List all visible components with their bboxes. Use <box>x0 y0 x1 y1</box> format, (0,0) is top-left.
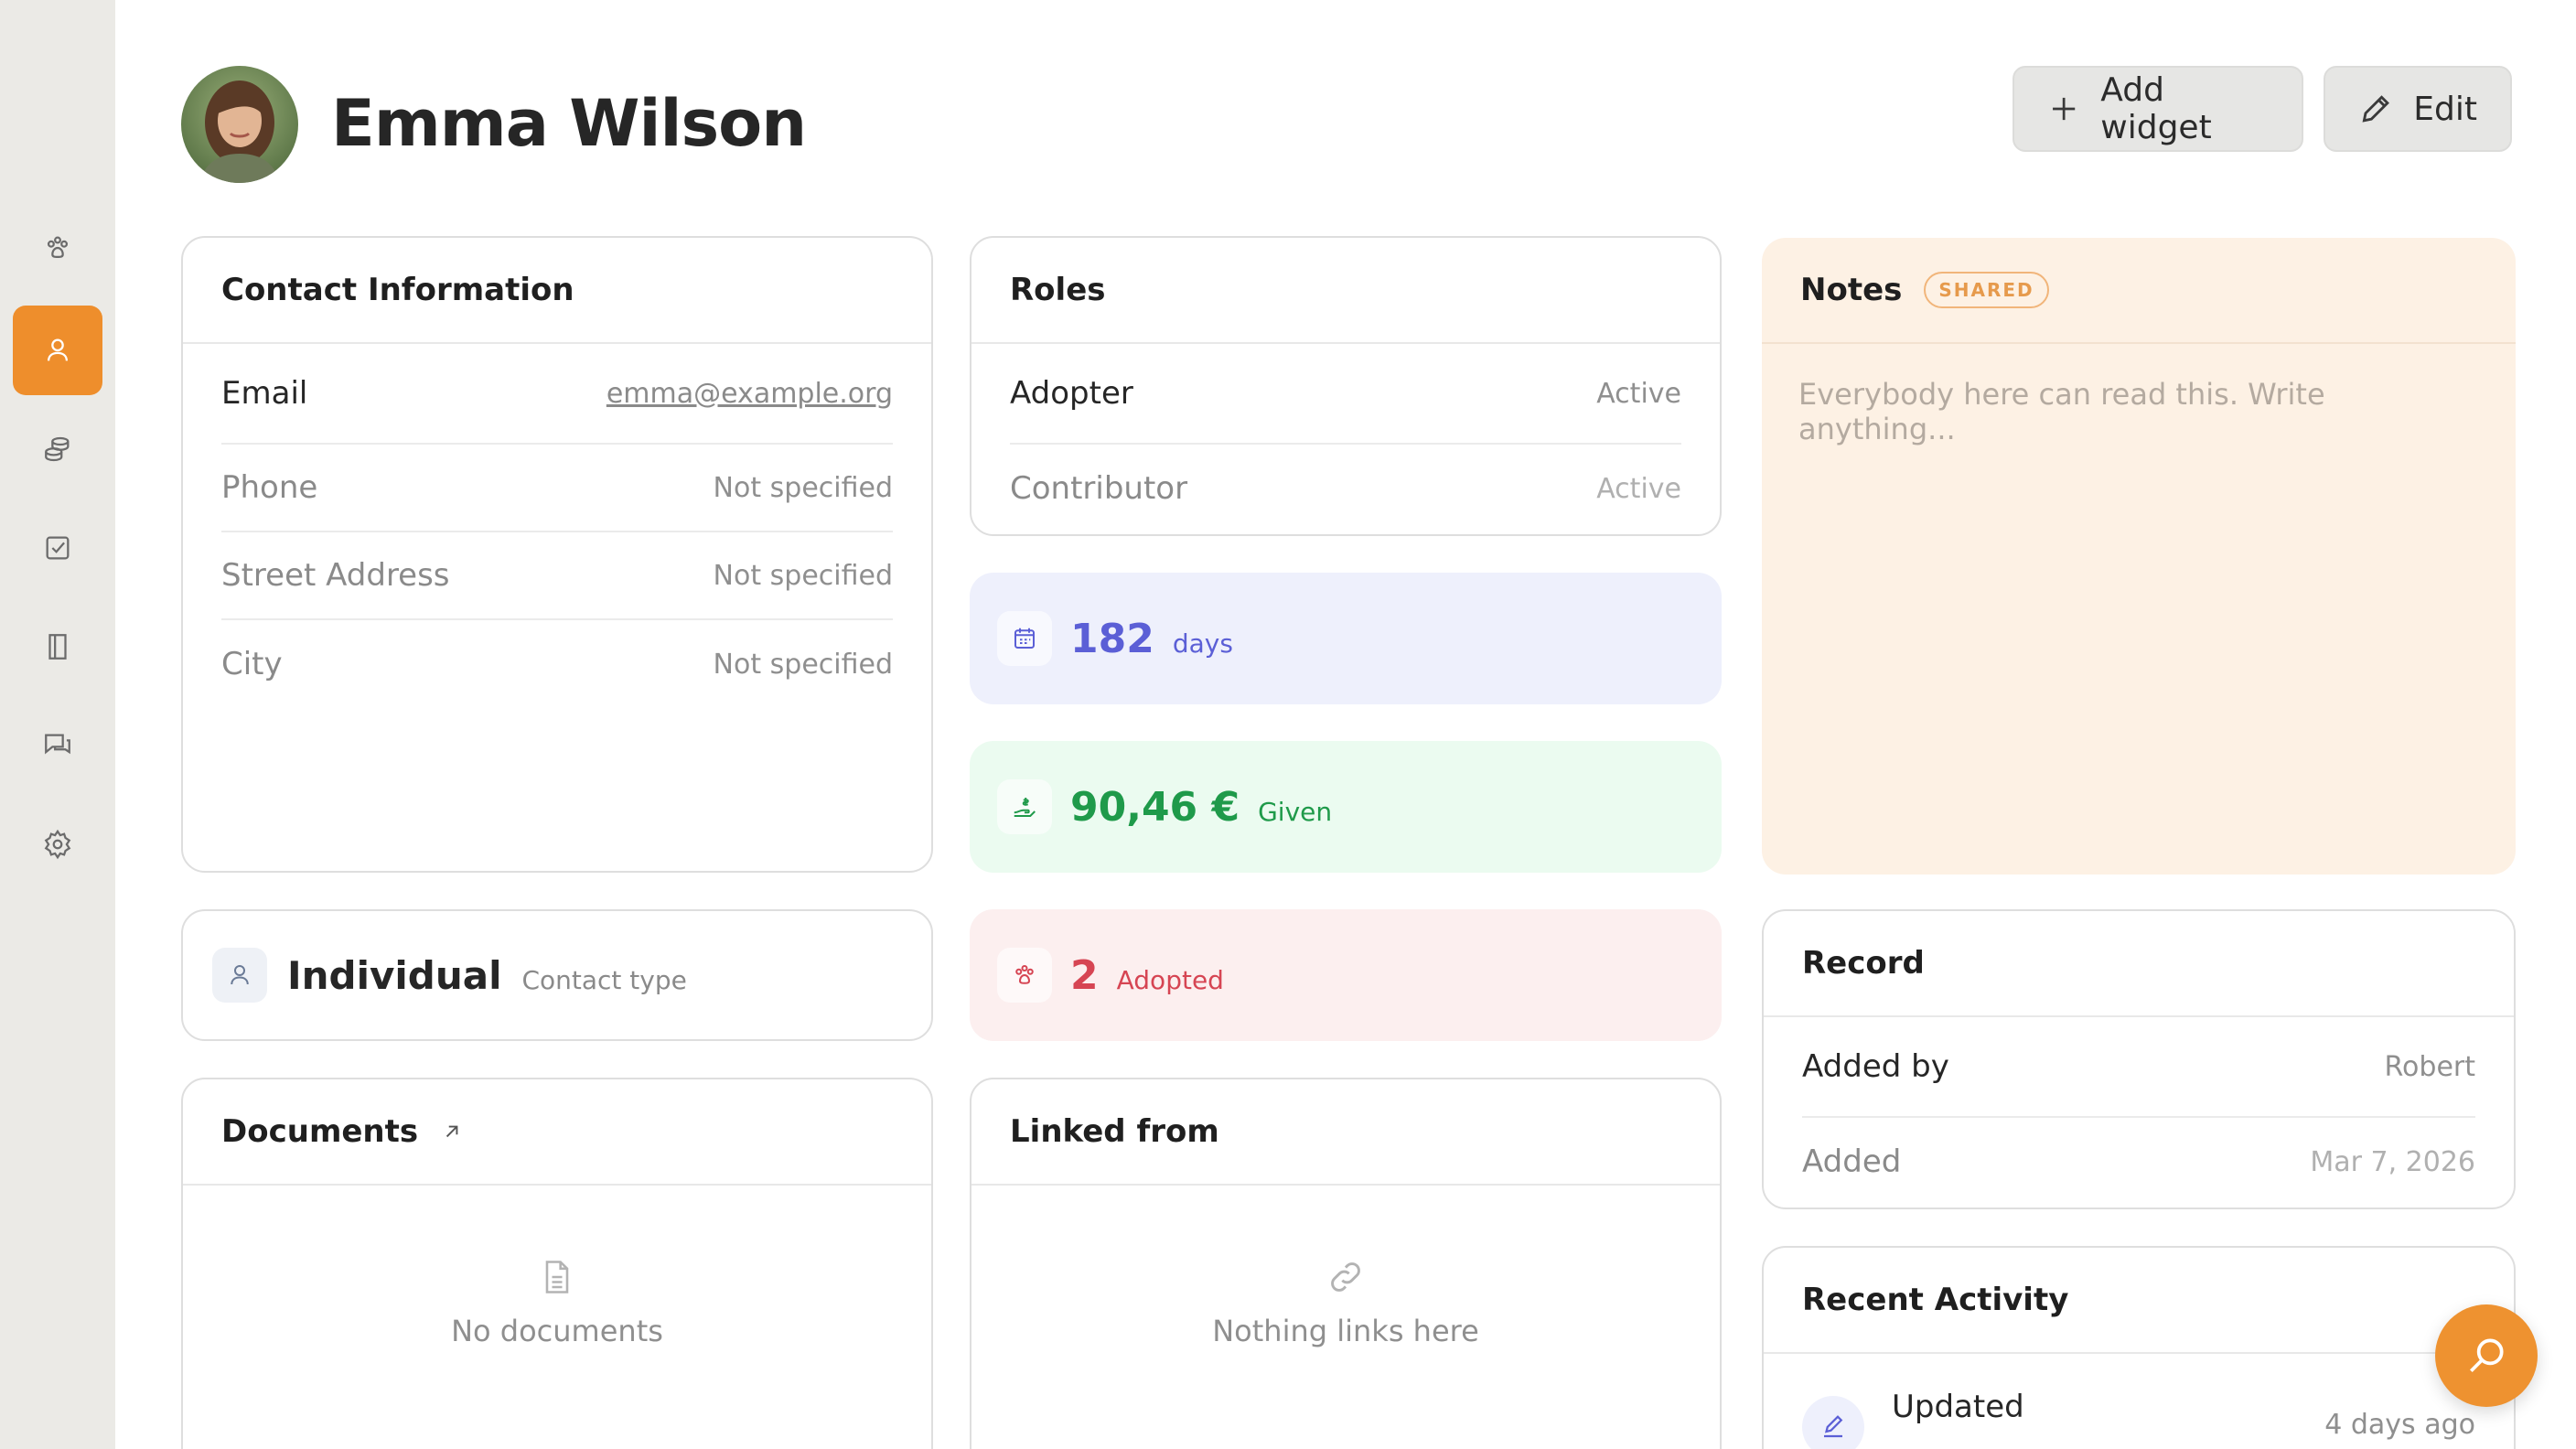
linked-empty-state: Nothing links here <box>971 1186 1720 1348</box>
pencil-icon <box>2362 95 2389 123</box>
sidebar-item-contacts[interactable] <box>13 306 102 395</box>
search-fab-button[interactable] <box>2435 1304 2538 1407</box>
row-value: Not specified <box>713 559 893 592</box>
days-unit: days <box>1172 628 1233 659</box>
notes-input[interactable]: Everybody here can read this. Write anyt… <box>1798 377 2325 446</box>
row-label: Street Address <box>221 557 450 594</box>
sidebar-item-docs[interactable] <box>13 602 102 692</box>
person-icon <box>231 965 249 985</box>
email-link[interactable]: emma@example.org <box>606 377 893 410</box>
contact-information-card: Contact Information Email emma@example.o… <box>181 236 933 873</box>
given-unit: Given <box>1258 796 1333 827</box>
row-value: Robert <box>2384 1050 2475 1083</box>
notes-header: Notes SHARED <box>1762 238 2516 344</box>
sidebar-item-finance[interactable] <box>13 404 102 494</box>
documents-card: Documents No documents <box>181 1078 933 1449</box>
row-label: City <box>221 646 283 682</box>
role-row: Adopter Active <box>1010 344 1681 445</box>
sidebar <box>0 0 115 1449</box>
linked-from-card: Linked from Nothing links here <box>970 1078 1722 1449</box>
contact-rows: Email emma@example.org Phone Not specifi… <box>183 344 931 708</box>
card-title: Record <box>1764 911 2514 1017</box>
row-value: Not specified <box>713 471 893 504</box>
gear-icon <box>44 829 71 860</box>
sidebar-item-settings[interactable] <box>13 800 102 889</box>
row-label: Added <box>1802 1143 1902 1180</box>
donation-icon <box>1014 798 1036 817</box>
person-icon <box>47 338 69 361</box>
document-icon <box>545 1261 569 1293</box>
arrow-up-right-icon[interactable] <box>440 1120 464 1143</box>
contact-row-email: Email emma@example.org <box>221 344 893 445</box>
paw-icon <box>1015 965 1034 984</box>
role-status: Active <box>1596 472 1681 505</box>
notes-card: Notes SHARED Everybody here can read thi… <box>1762 238 2516 875</box>
days-value: 182 <box>1070 615 1154 662</box>
role-label: Adopter <box>1010 375 1133 412</box>
shared-badge: SHARED <box>1924 272 2049 308</box>
activity-item: Updated 4 days ago <box>1764 1354 2514 1449</box>
row-label: Phone <box>221 469 318 506</box>
row-label: Email <box>221 375 308 412</box>
activity-time: 4 days ago <box>2324 1409 2475 1441</box>
contact-row-phone: Phone Not specified <box>221 445 893 532</box>
edit-button[interactable]: Edit <box>2324 66 2512 152</box>
recent-activity-card: Recent Activity Updated 4 days ago <box>1762 1246 2516 1449</box>
empty-text: Nothing links here <box>1212 1314 1479 1348</box>
record-row: Added by Robert <box>1802 1017 2475 1118</box>
contact-type-card: Individual Contact type <box>181 909 933 1041</box>
search-icon <box>2470 1338 2504 1372</box>
contact-row-city: City Not specified <box>221 620 893 708</box>
contact-type-value: Individual <box>287 952 502 998</box>
link-icon <box>1331 1262 1360 1292</box>
roles-card: Roles Adopter Active Contributor Active <box>970 236 1722 536</box>
chat-icon <box>45 734 70 755</box>
row-label: Added by <box>1802 1048 1949 1085</box>
plus-icon <box>2053 97 2076 121</box>
avatar <box>181 66 298 183</box>
page-title: Emma Wilson <box>331 86 807 161</box>
sidebar-item-tasks[interactable] <box>13 503 102 593</box>
book-icon <box>48 634 67 660</box>
edit-icon <box>1824 1415 1843 1438</box>
activity-action: Updated <box>1892 1389 2024 1425</box>
row-value: Not specified <box>713 648 893 681</box>
row-value: Mar 7, 2026 <box>2310 1145 2475 1178</box>
empty-text: No documents <box>451 1314 663 1348</box>
role-row: Contributor Active <box>1010 445 1681 532</box>
add-widget-label: Add widget <box>2100 71 2212 146</box>
role-status: Active <box>1596 377 1681 410</box>
days-stat: 182 days <box>970 573 1722 704</box>
contact-row-street: Street Address Not specified <box>221 532 893 620</box>
adopted-value: 2 <box>1070 951 1099 999</box>
calendar-icon <box>1014 628 1035 649</box>
given-value: 90,46 € <box>1070 783 1240 831</box>
adopted-stat: 2 Adopted <box>970 909 1722 1041</box>
card-title: Documents <box>221 1113 419 1150</box>
paw-icon <box>47 236 69 259</box>
card-title: Recent Activity <box>1764 1248 2514 1354</box>
coins-icon <box>45 436 70 462</box>
sidebar-item-animals[interactable] <box>13 203 102 293</box>
add-widget-button[interactable]: Add widget <box>2012 66 2303 152</box>
record-card: Record Added by Robert Added Mar 7, 2026 <box>1762 909 2516 1209</box>
card-title: Notes <box>1800 272 1903 308</box>
documents-empty-state: No documents <box>183 1186 931 1348</box>
card-title: Contact Information <box>183 238 931 344</box>
edit-label: Edit <box>2413 90 2477 128</box>
contact-type-label: Contact type <box>521 964 687 995</box>
adopted-unit: Adopted <box>1116 964 1224 995</box>
card-title: Roles <box>971 238 1720 344</box>
documents-header: Documents <box>183 1079 931 1186</box>
given-stat: 90,46 € Given <box>970 741 1722 873</box>
card-title: Linked from <box>971 1079 1720 1186</box>
sidebar-item-messages[interactable] <box>13 701 102 790</box>
role-label: Contributor <box>1010 470 1188 507</box>
checkbox-icon <box>46 536 70 560</box>
record-row: Added Mar 7, 2026 <box>1802 1118 2475 1206</box>
